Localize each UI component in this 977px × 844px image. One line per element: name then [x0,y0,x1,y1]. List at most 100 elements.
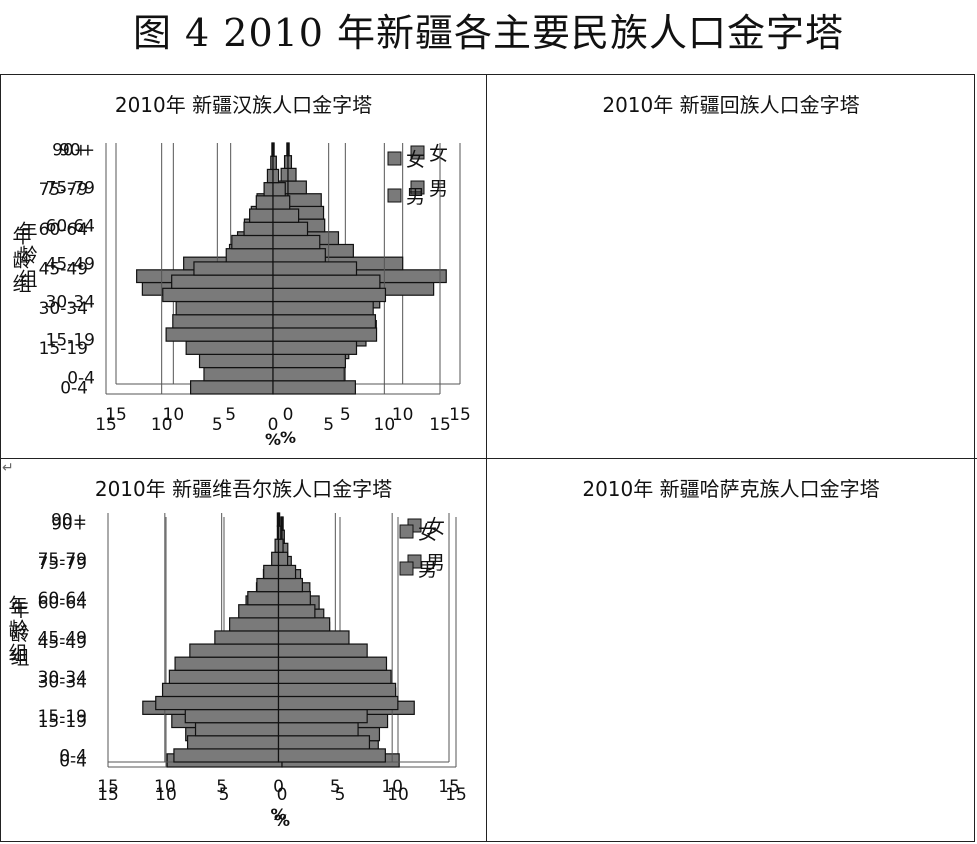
bar-female-50-54 [230,618,279,631]
bar-male-50-54 [279,618,330,631]
bar-male-70-74 [279,565,296,578]
x-tick-label: 10 [374,415,396,435]
bar-female-10-14 [196,723,279,736]
bar-female-40-44 [190,644,279,657]
bar-female-45-49 [194,262,273,275]
bar-female-0-4 [174,749,279,762]
x-tick-label: 15 [95,415,117,435]
bar-female-25-29 [163,683,279,696]
x-tick-label: 15 [429,415,451,435]
y-axis-label: 组 [8,643,27,665]
bar-female-45-49 [215,631,279,644]
bar-female-20-24 [166,328,273,341]
y-tick-label: 15-19 [38,707,87,727]
bar-male-80-84 [273,169,279,182]
bar-male-90+ [282,517,283,530]
bar-male-65-69 [279,579,303,592]
bar-male-15-19 [279,710,368,723]
bar-male-0-4 [279,749,386,762]
pyramid-panel-hui: 2010年 新疆回族人口金字塔 90+ 75-79 60-64 45-49 30-34 1… [487,75,975,458]
y-tick-label: 90+ [51,511,87,531]
x-tick-label: 5 [216,777,227,797]
legend-label: 女 [429,143,448,165]
bar-male-20-24 [279,696,398,709]
bar-female-15-19 [186,341,273,354]
bar-female-75-79 [272,552,279,565]
bar-female-80-84 [267,169,273,182]
bar-female-15-19 [185,710,278,723]
bar-male-10-14 [279,723,359,736]
bar-female-20-24 [156,696,279,709]
x-tick-label: 5 [330,777,341,797]
bar-male-10-14 [273,354,345,367]
bar-male-55-59 [273,235,320,248]
bar-male-65-69 [273,209,299,222]
bar-male-90+ [279,513,280,526]
bar-male-5-9 [273,368,344,381]
y-tick-label: 75-79 [38,550,87,570]
y-tick-label: 75-79 [39,180,88,200]
bar-male-60-64 [273,222,308,235]
bar-male-85-89 [273,156,276,169]
y-tick-label: 30-34 [38,668,87,688]
bar-female-60-64 [248,592,279,605]
legend-label: 男 [406,186,425,208]
y-axis-label: 龄 [8,619,27,641]
x-tick-label: 0 [273,777,284,797]
bar-male-85-89 [279,526,281,539]
x-tick-label: 10 [154,777,176,797]
bar-male-20-24 [273,328,377,341]
x-tick-label: 5 [323,415,334,435]
x-tick-label: 5 [340,405,351,425]
bar-female-75-79 [264,183,273,196]
bar-male-90+ [288,143,289,156]
bar-female-65-69 [257,579,279,592]
x-tick-label: 5 [212,415,223,435]
y-tick-label: 45-49 [38,629,87,649]
legend-swatch [400,525,413,538]
bar-female-35-39 [163,288,273,301]
x-tick-label: 0 [283,405,294,425]
legend-label: 女 [406,149,425,171]
bar-female-10-14 [200,354,273,367]
bar-female-60-64 [244,222,273,235]
bar-female-40-44 [172,275,273,288]
bar-male-85-89 [288,156,291,169]
x-tick-label: 15 [449,405,471,425]
bar-female-80-84 [281,168,288,181]
y-axis-label: 组 [12,274,31,296]
y-tick-label: 90+ [52,141,88,161]
bar-female-0-4 [191,381,273,394]
bar-female-25-29 [173,315,273,328]
bar-female-55-59 [239,605,279,618]
y-tick-label: 15-19 [39,339,88,359]
bar-male-60-64 [279,592,311,605]
legend-swatch [388,152,401,165]
x-axis-label: % [270,805,286,824]
bar-male-55-59 [279,605,315,618]
bar-male-35-39 [273,288,385,301]
legend-label: 男 [418,559,437,581]
bar-female-5-9 [188,736,279,749]
x-tick-label: 15 [438,777,460,797]
bar-female-50-54 [226,249,273,262]
bar-female-30-34 [176,302,273,315]
y-axis-label: 年 [8,595,27,617]
pyramid-panel-kazakh: 2010年 新疆哈萨克族人口金字塔 90+ 75-79 60-64 45-49 30-3… [487,459,975,841]
bar-female-35-39 [175,657,278,670]
bar-female-55-59 [232,235,273,248]
bar-male-35-39 [279,657,387,670]
y-tick-label: 45-49 [39,260,88,280]
bar-male-75-79 [273,183,285,196]
legend-label: 男 [429,178,448,200]
bar-male-30-34 [279,670,392,683]
bar-male-30-34 [273,302,373,315]
legend-swatch [400,562,413,575]
legend-label: 女 [418,522,437,544]
bar-female-30-34 [169,670,278,683]
legend-swatch [388,189,401,202]
pyramid-chart-hui: 90+75-7960-6445-4930-3415-190-4年龄组15 10 5 0… [487,75,975,458]
x-axis-label: % [280,428,296,447]
bar-male-75-79 [279,552,288,565]
bar-female-70-74 [256,196,273,209]
